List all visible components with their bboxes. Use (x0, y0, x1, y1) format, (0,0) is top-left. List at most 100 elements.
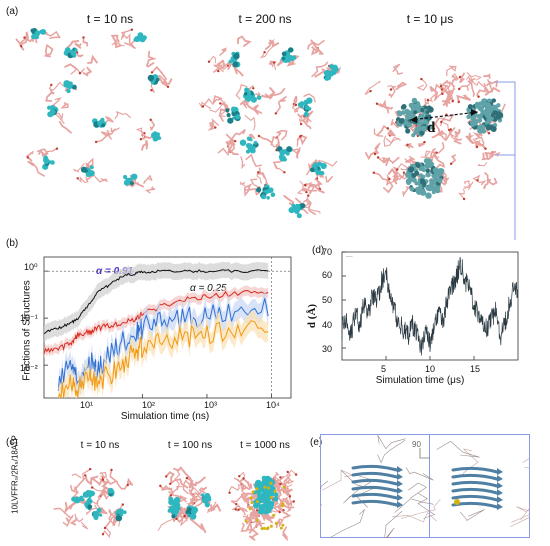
atp-molecule (232, 116, 236, 120)
peptide-strand (213, 59, 225, 73)
panel-b-xlabel: Simulation time (ns) (120, 411, 210, 422)
peptide-strand (416, 78, 428, 91)
atp-core-molecule (273, 496, 279, 502)
peptide-strand (243, 183, 253, 197)
sulfur-atom (263, 485, 267, 489)
sulfur-atom (282, 485, 286, 489)
peptide-atom (166, 85, 170, 89)
peptide-strand (390, 119, 399, 129)
distance-arrow (409, 111, 479, 121)
panel-b-xtick-1: 10² (142, 400, 156, 410)
series-line (57, 320, 269, 399)
atp-core-molecule (255, 481, 260, 486)
peptide-strand (456, 94, 472, 103)
atp-cluster-molecule (411, 177, 417, 183)
peptide-atom (55, 147, 59, 150)
peptide-strand (225, 128, 246, 141)
panel-d-xlabel: Simulation time (μs) (375, 375, 465, 386)
peptide-strand (62, 514, 74, 527)
peptide-strand (144, 186, 156, 194)
peptide-atom (257, 171, 260, 174)
peptide-strand (439, 83, 448, 95)
atp-cluster-molecule (408, 166, 415, 173)
atp-cluster-molecule (423, 158, 430, 164)
atp-cluster-molecule (425, 192, 432, 199)
atp-molecule (281, 51, 287, 57)
peptide-strand (431, 118, 441, 139)
atp-cluster-molecule (467, 104, 473, 110)
peptide-strand (388, 85, 396, 99)
peptide-strand (248, 523, 259, 541)
peptide-strand (417, 141, 426, 148)
peptide-strand (208, 55, 216, 64)
atp-molecule (225, 108, 230, 113)
peptide-atom (149, 118, 152, 122)
peptide-strand (91, 486, 104, 501)
peptide-strand (364, 80, 381, 96)
peptide-atom (214, 126, 217, 129)
peptide-atom (458, 87, 461, 91)
peptide-strand (240, 156, 246, 170)
atp-molecule (266, 196, 270, 200)
peptide-strand (253, 519, 265, 529)
peptide-strand (314, 177, 323, 190)
panel-b-ytick-1: 10⁻¹ (20, 313, 38, 323)
peptide-strand (128, 180, 144, 188)
peptide-strand (269, 60, 276, 71)
peptide-strand (198, 486, 207, 494)
atp-molecule (147, 74, 155, 82)
panel-b-ylabel: Fractions of Structures (21, 280, 33, 381)
atp-molecule (87, 498, 93, 504)
peptide-strand (405, 155, 416, 163)
peptide-strand (249, 178, 260, 189)
peptide-strand (82, 36, 88, 47)
sulfur-atom (260, 527, 264, 531)
atp-molecule (253, 140, 258, 145)
peptide-strand (177, 506, 189, 522)
peptide-atom (78, 72, 82, 75)
peptide-strand (392, 63, 403, 75)
peptide-strand (48, 81, 64, 91)
atp-cluster-molecule (409, 102, 416, 109)
peptide-strand (165, 471, 175, 484)
peptide-atom (252, 87, 255, 90)
atp-cluster-molecule (427, 124, 434, 130)
peptide-atom (94, 140, 98, 144)
peptide-strand (386, 106, 394, 114)
peptide-strand (303, 187, 317, 195)
peptide-strand (120, 31, 126, 41)
panel-d-ytick-4: 30 (322, 344, 333, 354)
background-chain (320, 449, 321, 451)
atp-molecule (171, 514, 176, 519)
atp-molecule (116, 508, 122, 515)
beta-strand (351, 492, 399, 500)
peptide-strand (237, 507, 248, 513)
peptide-strand (458, 188, 465, 200)
beta-strand (451, 480, 499, 488)
peptide-strand (464, 180, 471, 189)
sulfur-atom (255, 487, 259, 491)
peptide-strand (477, 162, 488, 167)
peptide-strand (386, 173, 391, 186)
peptide-strand (275, 129, 288, 141)
sulfur-atom (244, 519, 248, 523)
beta-strand (351, 478, 399, 486)
atp-molecule (87, 504, 93, 510)
peptide-atom (274, 112, 277, 115)
atp-core-molecule (257, 498, 263, 504)
peptide-strand (113, 510, 120, 525)
atp-molecule (139, 36, 146, 43)
peptide-strand (374, 142, 381, 155)
atp-cluster-molecule (471, 116, 476, 120)
peptide-strand (287, 495, 292, 508)
peptide-strand (483, 73, 491, 79)
atp-cluster-molecule (416, 126, 422, 132)
beta-strand (451, 501, 499, 509)
atp-cluster-molecule (398, 118, 405, 124)
panel-d-ytick-2: 50 (322, 295, 333, 305)
atp-molecule (191, 514, 195, 518)
beta-strand-arrow (497, 496, 503, 503)
peptide-strand (304, 181, 315, 190)
atp-molecule (239, 139, 247, 146)
peptide-strand (222, 60, 231, 68)
